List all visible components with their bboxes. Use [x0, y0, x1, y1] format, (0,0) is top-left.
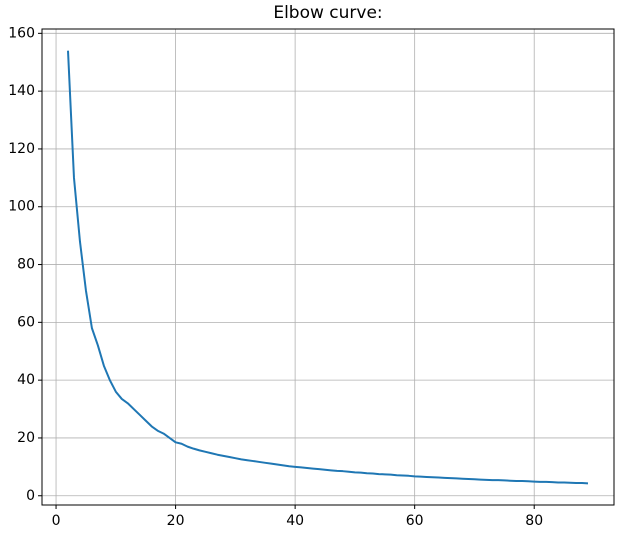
x-tick-label: 40 [286, 513, 304, 529]
y-tick-label: 40 [17, 372, 35, 388]
plot-frame [41, 28, 615, 506]
y-tick-label: 160 [8, 25, 35, 41]
x-tick-label: 60 [406, 513, 424, 529]
y-tick-label: 100 [8, 199, 35, 215]
x-tick-label: 80 [525, 513, 543, 529]
y-tick-label: 80 [17, 257, 35, 273]
y-tick-label: 20 [17, 430, 35, 446]
y-tick-label: 60 [17, 314, 35, 330]
x-tick-label: 20 [167, 513, 185, 529]
y-tick-label: 120 [8, 141, 35, 157]
y-tick-label: 0 [26, 488, 35, 504]
chart-title: Elbow curve: [273, 3, 382, 23]
y-tick-label: 140 [8, 83, 35, 99]
line [67, 50, 589, 485]
x-tick-label: 0 [52, 513, 61, 529]
